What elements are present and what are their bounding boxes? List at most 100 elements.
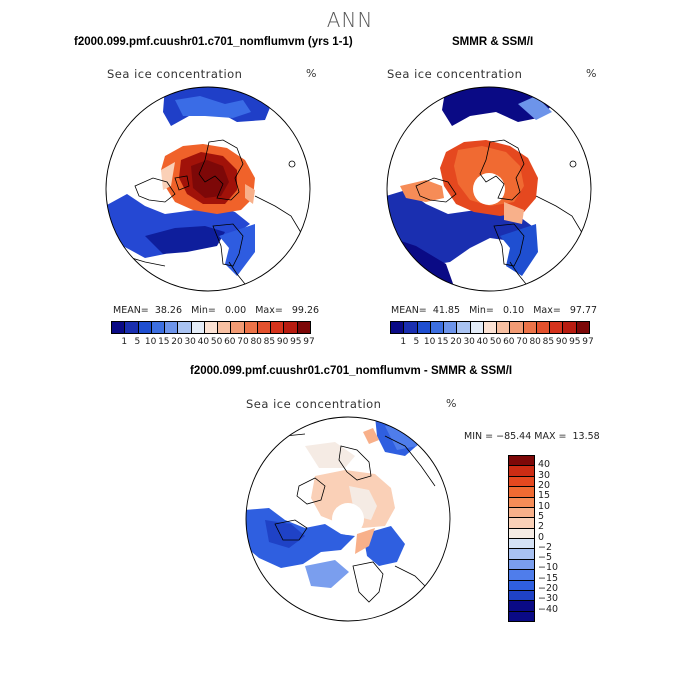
panel-3-label: Sea ice concentration — [246, 397, 382, 411]
panel-2-colorbar-tick-label: 10 — [423, 337, 436, 347]
panel-3-colorbar-swatch — [509, 476, 534, 488]
panel-1-colorbar-tick-label: 80 — [250, 337, 262, 347]
panel-3-colorbar-swatch — [509, 507, 534, 519]
panel-2-min-label: Min= — [469, 305, 494, 316]
panel-2-colorbar-swatch — [563, 322, 577, 333]
panel-3-map — [245, 416, 451, 622]
panel-3-colorbar-tick-label: 30 — [538, 469, 551, 481]
panel-2-max-value: 97.77 — [569, 305, 598, 316]
panel-2-colorbar-tick-label: 40 — [476, 337, 489, 347]
panel-3-colorbar-tick-label: −15 — [538, 572, 559, 584]
panel-2-stats: MEAN= 41.85 Min= 0.10 Max= 97.77 — [391, 305, 597, 316]
panel-3-colorbar-swatch — [509, 611, 534, 621]
panel-1-mean-value: 38.26 — [154, 305, 183, 316]
panel-2-title: SMMR & SSM/I — [452, 36, 534, 48]
main-title: ANN — [326, 8, 374, 32]
panel-2-colorbar-tick-label: 20 — [450, 337, 462, 347]
panel-1-colorbar-tick-label: 20 — [171, 337, 183, 347]
panel-3-colorbar-tick-label: −40 — [538, 603, 559, 615]
panel-3-colorbar-swatch — [509, 456, 534, 467]
panel-1-colorbar-swatch — [204, 322, 219, 333]
panel-2-colorbar-tick-label: 60 — [503, 337, 515, 347]
panel-1-colorbar-swatch — [125, 322, 139, 333]
panel-3-colorbar-tick-label: −30 — [538, 593, 559, 605]
panel-3-colorbar-swatch — [509, 559, 534, 571]
panel-3-colorbar-swatch — [509, 549, 534, 560]
panel-1-min-value: 0.00 — [224, 305, 247, 316]
panel-1-colorbar-tick-label: 40 — [197, 337, 210, 347]
panel-3-colorbar-tick-label: −20 — [538, 583, 559, 595]
panel-3-colorbar — [508, 455, 535, 622]
panel-2-min-value: 0.10 — [502, 305, 525, 316]
panel-1-colorbar-swatch — [297, 322, 310, 333]
panel-2-unit: % — [586, 67, 597, 80]
panel-2-colorbar-swatch — [417, 322, 431, 333]
panel-1-label: Sea ice concentration — [107, 67, 243, 81]
panel-2-colorbar-swatch — [510, 322, 524, 333]
panel-2-colorbar-swatch — [483, 322, 498, 333]
panel-2-colorbar-swatch — [497, 322, 511, 333]
panel-1-colorbar-tick-label: 90 — [276, 337, 289, 347]
panel-1-colorbar-swatch — [178, 322, 192, 333]
panel-3-colorbar-tick-label: 15 — [538, 490, 551, 502]
panel-2-colorbar-tick-label: 70 — [516, 337, 528, 347]
panel-3-colorbar-tick-label: 0 — [538, 531, 545, 543]
panel-2-mean-label: MEAN= — [391, 305, 427, 316]
panel-1-colorbar-swatch — [231, 322, 245, 333]
panel-1-colorbar-swatch — [112, 322, 126, 333]
panel-2-colorbar-tick-label: 50 — [489, 337, 502, 347]
panel-1-max-label: Max= — [255, 305, 283, 316]
panel-2-colorbar-swatch — [576, 322, 589, 333]
panel-2-colorbar-tick-label: 15 — [437, 337, 449, 347]
panel-1-colorbar-tick-label: 1 — [121, 337, 128, 347]
panel-2-colorbar-swatch — [430, 322, 445, 333]
panel-1-colorbar-swatch — [138, 322, 152, 333]
panel-1-colorbar-tick-label: 70 — [237, 337, 249, 347]
panel-1-colorbar — [111, 321, 311, 334]
panel-3-colorbar-swatch — [509, 487, 534, 498]
panel-1-min-label: Min= — [191, 305, 216, 316]
panel-3-unit: % — [446, 397, 457, 410]
panel-3-colorbar-swatch — [509, 601, 534, 612]
panel-1-title: f2000.099.pmf.cuushr01.c701_nomflumvm (y… — [74, 36, 353, 48]
panel-3-minmax: MIN = −85.44 MAX = 13.58 — [464, 431, 600, 442]
panel-3-colorbar-swatch — [509, 570, 534, 581]
panel-1-colorbar-tick-label: 97 — [303, 337, 315, 347]
panel-1-colorbar-tick-label: 30 — [184, 337, 196, 347]
panel-3-colorbar-swatch — [509, 528, 534, 539]
panel-1-colorbar-swatch — [191, 322, 205, 333]
panel-3-colorbar-swatch — [509, 539, 534, 550]
panel-2-colorbar-tick-label: 5 — [413, 337, 420, 347]
panel-2-colorbar-swatch — [444, 322, 458, 333]
panel-2-colorbar-tick-label: 1 — [400, 337, 407, 347]
panel-3-colorbar-ticks: 40 30 20 15 10 5 2 0 −2 −5 −10 −15 −20 −30 −40 — [538, 455, 578, 620]
panel-1-stats: MEAN= 38.26 Min= 0.00 Max= 99.26 — [113, 305, 319, 316]
panel-2-max-label: Max= — [533, 305, 561, 316]
panel-2-colorbar-swatch — [470, 322, 484, 333]
panel-3-colorbar-tick-label: −10 — [538, 562, 559, 574]
panel-1-colorbar-tick-label: 50 — [210, 337, 223, 347]
panel-1-colorbar-tick-label: 85 — [263, 337, 276, 347]
panel-3-colorbar-tick-label: 10 — [538, 500, 551, 512]
panel-3-colorbar-swatch — [509, 590, 534, 602]
panel-3-colorbar-tick-label: 5 — [538, 510, 545, 522]
panel-1-colorbar-tick-label: 5 — [134, 337, 141, 347]
panel-1-colorbar-swatch — [284, 322, 298, 333]
panel-2-colorbar-tick-label: 85 — [542, 337, 555, 347]
panel-2-colorbar-swatch — [404, 322, 418, 333]
panel-2-colorbar-swatch — [457, 322, 471, 333]
panel-2-label: Sea ice concentration — [387, 67, 523, 81]
panel-2-colorbar-swatch — [523, 322, 537, 333]
panel-2-colorbar-ticks: 1 5 10 15 20 30 40 50 60 70 80 85 90 95 97 — [390, 337, 593, 349]
panel-3-colorbar-tick-label: 2 — [538, 521, 545, 533]
panel-1-colorbar-ticks: 1 5 10 15 20 30 40 50 60 70 80 85 90 95 97 — [111, 337, 314, 349]
panel-2-colorbar-tick-label: 80 — [529, 337, 541, 347]
panel-3-colorbar-swatch — [509, 518, 534, 529]
panel-1-colorbar-swatch — [151, 322, 166, 333]
panel-3-colorbar-tick-label: −2 — [538, 541, 553, 553]
panel-2-colorbar-tick-label: 30 — [463, 337, 475, 347]
panel-1-colorbar-swatch — [218, 322, 232, 333]
panel-2-mean-value: 41.85 — [432, 305, 461, 316]
panel-1-max-value: 99.26 — [291, 305, 320, 316]
panel-3-colorbar-swatch — [509, 497, 534, 508]
